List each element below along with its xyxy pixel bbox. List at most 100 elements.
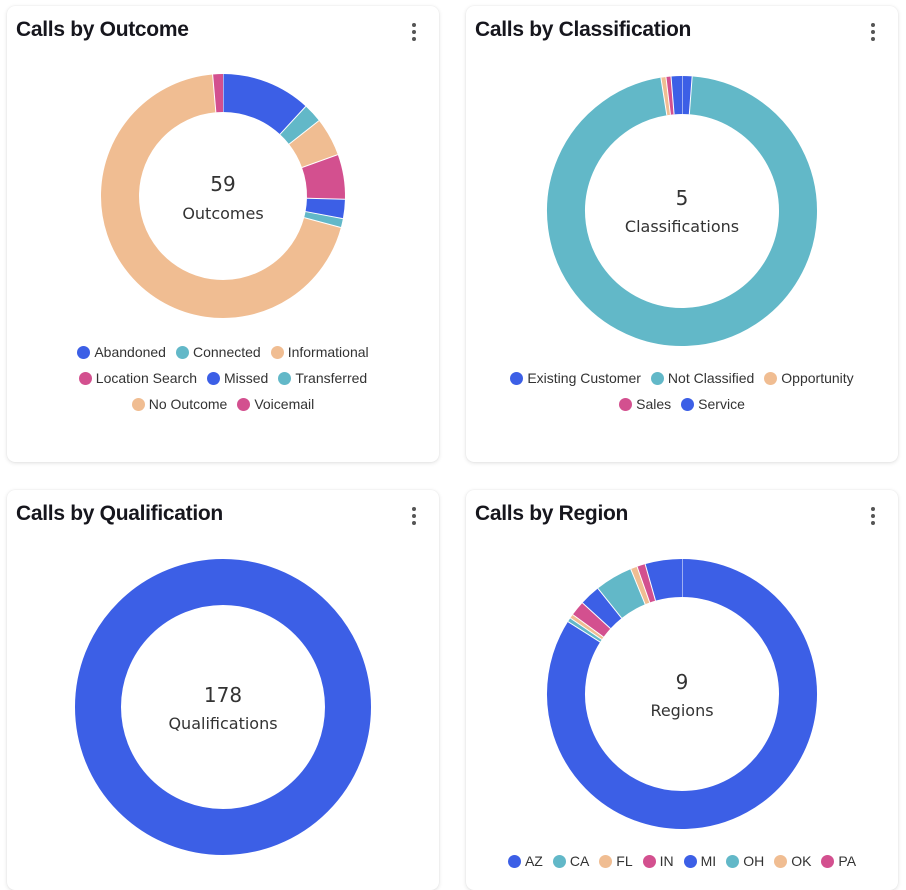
- donut-slice-ok[interactable]: [638, 585, 643, 587]
- legend-label: Informational: [288, 344, 369, 360]
- legend-item-missed[interactable]: Missed: [207, 365, 268, 391]
- legend-row: Existing Customer Not Classified Opportuni…: [466, 365, 898, 391]
- classification-donut-chart: 5 Classifications: [466, 6, 898, 366]
- legend-label: Missed: [224, 370, 268, 386]
- center-count: 9: [676, 670, 689, 694]
- legend-label: Sales: [636, 396, 671, 412]
- legend-dot-icon: [553, 855, 566, 868]
- legend-item-sales[interactable]: Sales: [619, 391, 671, 417]
- donut-slice-ca[interactable]: [584, 629, 586, 632]
- legend-row: Location Search Missed Transferred: [7, 365, 439, 391]
- center-count: 59: [210, 172, 235, 196]
- donut-slice-mi[interactable]: [596, 603, 609, 615]
- donut-slice-fl[interactable]: [586, 626, 588, 629]
- donut-slice-in[interactable]: [588, 616, 596, 626]
- legend-dot-icon: [508, 855, 521, 868]
- legend-dot-icon: [643, 855, 656, 868]
- legend-dot-icon: [132, 398, 145, 411]
- legend-item-ok[interactable]: OK: [774, 848, 811, 874]
- chart-legend: Abandoned Connected Informational Location …: [7, 339, 439, 417]
- legend-label: No Outcome: [149, 396, 228, 412]
- legend-label: PA: [838, 853, 856, 869]
- center-label: Outcomes: [182, 204, 263, 223]
- legend-dot-icon: [774, 855, 787, 868]
- legend-label: Location Search: [96, 370, 197, 386]
- legend-label: OK: [791, 853, 811, 869]
- outcome-donut-chart: 59 Outcomes: [7, 6, 439, 336]
- legend-item-in[interactable]: IN: [643, 848, 674, 874]
- center-label: Qualifications: [168, 714, 277, 733]
- calls-by-qualification-card: Calls by Qualification 178 Qualification…: [7, 490, 439, 890]
- legend-dot-icon: [278, 372, 291, 385]
- center-count: 178: [204, 683, 242, 707]
- legend-label: OH: [743, 853, 764, 869]
- legend-label: AZ: [525, 853, 543, 869]
- legend-dot-icon: [207, 372, 220, 385]
- legend-item-location-search[interactable]: Location Search: [79, 365, 197, 391]
- legend-item-fl[interactable]: FL: [599, 848, 632, 874]
- legend-row: No Outcome Voicemail: [7, 391, 439, 417]
- donut-slice-connected[interactable]: [293, 120, 304, 132]
- legend-item-mi[interactable]: MI: [684, 848, 717, 874]
- legend-item-transferred[interactable]: Transferred: [278, 365, 367, 391]
- legend-item-service[interactable]: Service: [681, 391, 745, 417]
- legend-label: Abandoned: [94, 344, 166, 360]
- legend-label: Service: [698, 396, 745, 412]
- legend-label: Transferred: [295, 370, 367, 386]
- legend-dot-icon: [79, 372, 92, 385]
- legend-dot-icon: [764, 372, 777, 385]
- legend-dot-icon: [510, 372, 523, 385]
- legend-label: IN: [660, 853, 674, 869]
- legend-dot-icon: [651, 372, 664, 385]
- legend-dot-icon: [237, 398, 250, 411]
- legend-label: Opportunity: [781, 370, 853, 386]
- qualification-donut-chart: 178 Qualifications: [7, 490, 439, 890]
- donut-slice-oh[interactable]: [610, 587, 638, 604]
- legend-item-ca[interactable]: CA: [553, 848, 589, 874]
- legend-label: Voicemail: [254, 396, 314, 412]
- legend-item-pa[interactable]: PA: [821, 848, 856, 874]
- legend-dot-icon: [681, 398, 694, 411]
- donut-slice-missed[interactable]: [324, 199, 326, 215]
- donut-slice-abandoned[interactable]: [223, 93, 293, 120]
- legend-row: AZ CA FL IN MI OH OK PA: [466, 848, 898, 874]
- legend-label: Existing Customer: [527, 370, 641, 386]
- legend-label: MI: [701, 853, 717, 869]
- donut-slice-location-search[interactable]: [320, 161, 326, 199]
- legend-item-oh[interactable]: OH: [726, 848, 764, 874]
- legend-item-informational[interactable]: Informational: [271, 339, 369, 365]
- legend-item-az[interactable]: AZ: [508, 848, 543, 874]
- legend-item-voicemail[interactable]: Voicemail: [237, 391, 314, 417]
- donut-slice-informational[interactable]: [304, 132, 320, 161]
- donut-slice-transferred[interactable]: [323, 215, 325, 222]
- legend-dot-icon: [176, 346, 189, 359]
- donut-slice-not-classified[interactable]: [566, 95, 798, 327]
- legend-row: Abandoned Connected Informational: [7, 339, 439, 365]
- legend-label: FL: [616, 853, 632, 869]
- donut-slice-pa[interactable]: [643, 582, 650, 584]
- legend-item-opportunity[interactable]: Opportunity: [764, 365, 853, 391]
- donut-slice-unlabeled-0[interactable]: [98, 582, 348, 832]
- legend-item-connected[interactable]: Connected: [176, 339, 261, 365]
- chart-legend: AZ CA FL IN MI OH OK PA: [466, 848, 898, 874]
- legend-dot-icon: [599, 855, 612, 868]
- legend-label: CA: [570, 853, 589, 869]
- center-label: Classifications: [625, 217, 739, 236]
- legend-item-abandoned[interactable]: Abandoned: [77, 339, 166, 365]
- donut-slice-opportunity[interactable]: [664, 96, 668, 97]
- legend-dot-icon: [821, 855, 834, 868]
- legend-item-no-outcome[interactable]: No Outcome: [132, 391, 228, 417]
- legend-dot-icon: [684, 855, 697, 868]
- donut-slice-unlabeled-8[interactable]: [650, 578, 682, 582]
- legend-label: Not Classified: [668, 370, 754, 386]
- legend-item-existing-customer[interactable]: Existing Customer: [510, 365, 641, 391]
- calls-by-classification-card: Calls by Classification 5 Classification…: [466, 6, 898, 462]
- center-count: 5: [676, 186, 689, 210]
- legend-label: Connected: [193, 344, 261, 360]
- legend-dot-icon: [726, 855, 739, 868]
- legend-dot-icon: [619, 398, 632, 411]
- chart-legend: Existing Customer Not Classified Opportuni…: [466, 365, 898, 417]
- legend-item-not-classified[interactable]: Not Classified: [651, 365, 754, 391]
